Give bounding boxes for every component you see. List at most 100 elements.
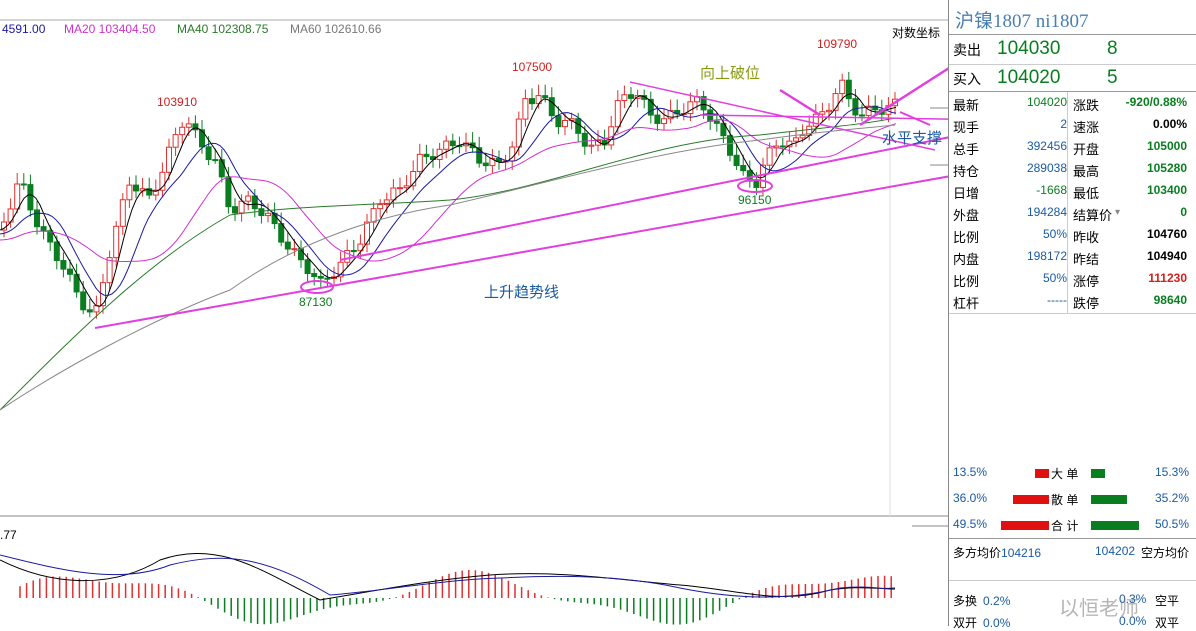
buy-price[interactable]: 104020 [997,67,1061,88]
candle-body [265,212,271,217]
flow-label: 散 单 [1051,493,1079,507]
candle-body [403,185,410,189]
ma5-line [0,93,897,307]
candle-body [581,132,588,147]
pos-value: 0.2% [983,594,1011,608]
macd-diff-line [0,553,896,601]
stat-label: 最新 [953,98,980,113]
candle-body [793,137,799,142]
flow-label: 大 单 [1051,467,1079,481]
flow-right-value: 35.2% [1154,491,1189,505]
candle-body [212,159,219,162]
candle-body [278,223,285,243]
pos-value: 0.0% [983,616,1011,630]
log-scale-button[interactable]: 对数坐标 [892,26,941,40]
candle-body [390,187,397,201]
candle-body [27,184,34,211]
candle-body [423,153,430,158]
stat-value: 0.00% [1152,117,1187,131]
stat-label: 现手 [953,120,980,135]
uptrend-line-2 [339,136,948,261]
sell-volume: 8 [1107,38,1118,59]
kline-chart-svg[interactable] [0,0,948,626]
candle-body [152,189,159,196]
candle-body [628,94,634,99]
candle-body [588,144,595,147]
candle-body [238,200,245,214]
candle-body [60,259,67,270]
macd-value-label: .77 [0,528,17,542]
candle-body [700,96,707,111]
candle-body [826,109,832,113]
stat-value: -920/0.88% [1125,95,1187,109]
candle-body [199,129,205,148]
stat-label: 日增 [953,186,980,201]
macd-dea-line [0,554,896,598]
candle-body [47,230,54,243]
stat-label: 总手 [953,142,980,157]
stat-value: 194284 [1026,205,1067,219]
breakout-arrow-line-2 [779,88,821,117]
candle-body [377,204,384,210]
divider [949,34,1196,35]
candle-body [410,170,417,187]
sell-bar [1091,495,1127,504]
stat-value: 0 [1180,205,1187,219]
ma60-line [0,124,896,411]
stat-row: 现手 2 速涨 0.00% [949,114,1196,136]
candle-body [515,118,522,148]
candle-body [245,195,252,202]
candle-body [852,98,859,116]
flow-right-value: 15.3% [1154,465,1189,479]
divider [949,64,1196,65]
low-96150-circle [737,179,773,193]
candle-body [166,146,172,173]
divider [949,538,1196,539]
candle-body [40,226,47,232]
contract-title: 沪镍1807 ni1807 [955,11,1089,32]
candle-body [832,93,839,111]
candle-body [839,79,846,95]
candle-body [476,147,483,164]
candle-body [179,126,186,136]
buy-volume: 5 [1107,67,1118,88]
candle-body [522,98,529,120]
dropdown-arrow-icon[interactable]: ▾ [1115,207,1121,218]
sell-bar [1091,521,1139,530]
quote-panel: 沪镍1807 ni1807 卖出 104030 8 买入 104020 5 最新… [948,0,1196,630]
buy-bar [1035,469,1049,478]
candle-body [106,257,113,284]
breakout-arrow-line [859,67,948,127]
divider [1067,92,1068,313]
candle-body [350,250,357,253]
pos-right-value: 0.0% [1119,614,1147,628]
buy-label: 买入 [953,71,981,87]
candle-body [357,243,364,252]
pos-label: 多换 [953,594,978,608]
candle-body [14,183,21,210]
candle-body [733,154,740,167]
candle-body [443,140,450,150]
candle-body [284,241,291,250]
sell-price[interactable]: 104030 [997,38,1061,59]
stat-label: 杠杆 [953,296,980,311]
stat-value: 104940 [1146,249,1187,263]
buy-bar [1001,521,1049,530]
candle-body [113,225,120,259]
candle-body [205,146,212,161]
divider [949,313,1196,314]
candle-body [172,134,179,148]
candle-body [548,97,555,117]
ma20-line [0,119,897,262]
high-107500-label: 107500 [512,60,553,74]
kline-chart-area[interactable]: 4591.00 MA20 103404.50 MA40 102308.75 MA… [0,0,948,626]
ma5-legend: 4591.00 [2,22,46,36]
candle-body [575,118,582,134]
flow-left-value: 36.0% [953,491,988,505]
candle-body [364,221,370,245]
stat-value: 392456 [1026,139,1067,153]
pos-label: 双开 [953,616,978,630]
flow-right-value: 50.5% [1154,517,1189,531]
low-96150-label: 96150 [738,193,772,207]
candle-body [760,164,766,188]
